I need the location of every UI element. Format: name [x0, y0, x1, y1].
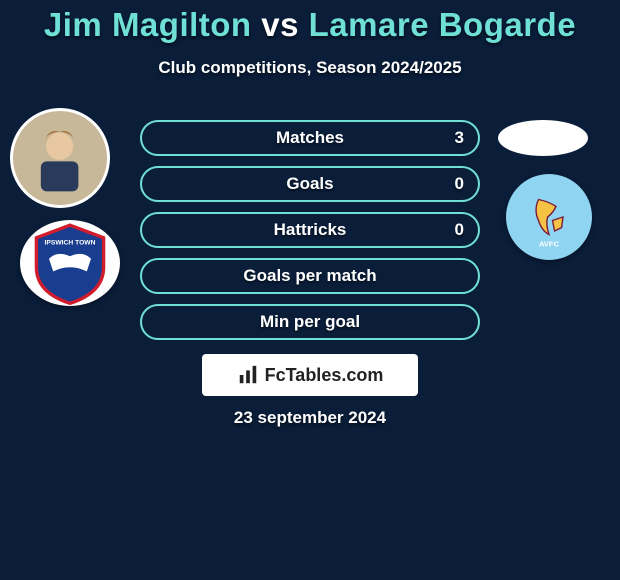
svg-text:AVFC: AVFC	[539, 239, 560, 248]
stat-value-right: 0	[455, 174, 464, 194]
stats-container: Matches 3 Goals 0 Hattricks 0 Goals per match M…	[140, 120, 480, 350]
stat-label: Matches	[276, 128, 344, 148]
bar-chart-icon	[237, 364, 259, 386]
stat-label: Hattricks	[274, 220, 347, 240]
left-club-badge: IPSWICH TOWN	[20, 220, 120, 306]
stat-value-right: 0	[455, 220, 464, 240]
stat-label: Min per goal	[260, 312, 360, 332]
club-crest-icon: AVFC	[514, 182, 584, 252]
stat-pill: Matches 3	[140, 120, 480, 156]
comparison-title: Jim Magilton vs Lamare Bogarde	[0, 0, 620, 44]
stat-pill: Goals 0	[140, 166, 480, 202]
stat-label: Goals per match	[243, 266, 376, 286]
stat-label: Goals	[286, 174, 333, 194]
title-part: Lamare Bogarde	[309, 6, 576, 43]
left-player-avatar	[10, 108, 110, 208]
club-crest-icon: IPSWICH TOWN	[28, 221, 112, 305]
stat-pill: Min per goal	[140, 304, 480, 340]
fctables-label: FcTables.com	[265, 365, 384, 386]
right-player-avatar	[498, 120, 588, 156]
stat-pill: Goals per match	[140, 258, 480, 294]
stat-value-right: 3	[455, 128, 464, 148]
person-icon	[22, 120, 97, 195]
title-part: Jim Magilton	[44, 6, 252, 43]
stat-pill: Hattricks 0	[140, 212, 480, 248]
subtitle: Club competitions, Season 2024/2025	[0, 58, 620, 78]
fctables-watermark: FcTables.com	[202, 354, 418, 396]
generation-date: 23 september 2024	[0, 408, 620, 428]
title-part: vs	[252, 6, 309, 43]
svg-text:IPSWICH TOWN: IPSWICH TOWN	[44, 240, 95, 247]
right-club-badge: AVFC	[506, 174, 592, 260]
